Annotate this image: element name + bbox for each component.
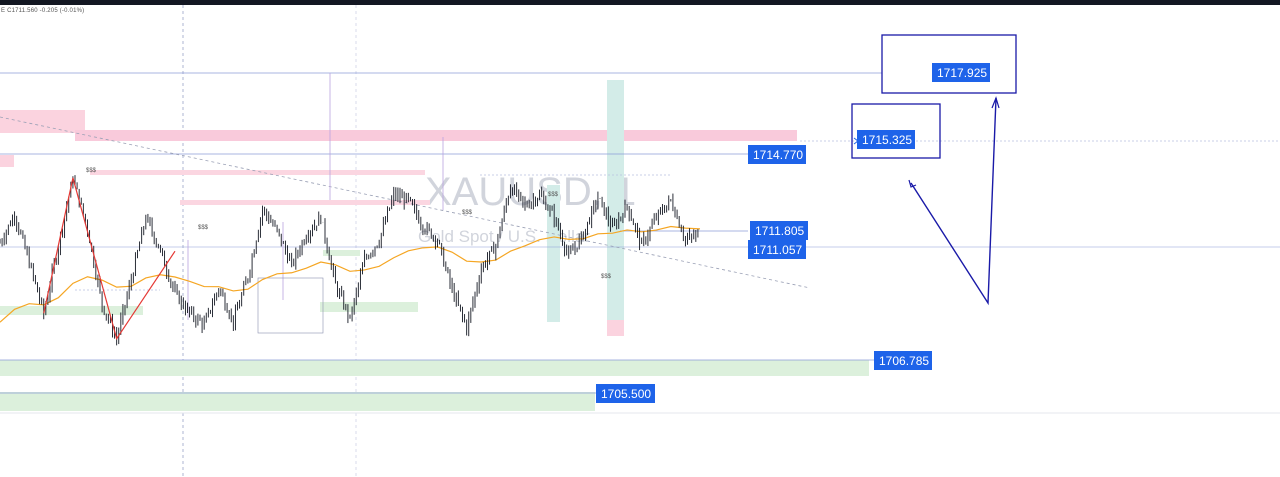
candles [0, 175, 699, 346]
supply-zone [607, 320, 624, 336]
supply-zone [90, 170, 425, 175]
svg-text:1717.925: 1717.925 [937, 66, 987, 80]
svg-text:1714.770: 1714.770 [753, 148, 803, 162]
watermark-symbol: XAUUSD, 1 [425, 170, 636, 214]
demand-zone [0, 392, 595, 411]
liquidity-mark: $$$ [601, 274, 612, 280]
pointer-icon [853, 137, 859, 145]
svg-text:1715.325: 1715.325 [862, 133, 912, 147]
price-tag-1714[interactable]: 1714.770 [748, 145, 806, 164]
supply-zone [75, 130, 797, 141]
price-tag-1711-805[interactable]: 1711.805 [750, 221, 808, 240]
price-tag-1711-057[interactable]: 1711.057 [748, 240, 806, 259]
demand-zone [323, 250, 360, 256]
svg-text:1711.057: 1711.057 [753, 243, 802, 257]
zigzag [43, 177, 176, 341]
liquidity-mark: $$$ [548, 192, 559, 198]
liquidity-mark: $$$ [86, 168, 97, 174]
target-box [851, 103, 941, 159]
svg-text:1711.805: 1711.805 [755, 224, 804, 238]
demand-zone [0, 360, 869, 376]
top-toolbar [0, 0, 1280, 5]
target-box [881, 34, 1017, 94]
liquidity-mark: $$$ [462, 210, 473, 216]
supply-zone [0, 110, 85, 133]
price-tag-1717[interactable]: 1717.925 [932, 63, 990, 82]
svg-text:1706.785: 1706.785 [879, 354, 929, 368]
zigzag-path [43, 177, 176, 341]
supply-zone [180, 200, 430, 205]
demand-zone [320, 302, 418, 312]
ohlc-readout: E C1711.560 -0.205 (-0.01%) [1, 8, 85, 14]
session-highlight [547, 185, 560, 322]
demand-zone [0, 306, 143, 315]
price-tag-1715[interactable]: 1715.325 [857, 130, 915, 149]
supply-zone [0, 155, 14, 167]
price-tag-1706[interactable]: 1706.785 [874, 351, 932, 370]
svg-text:1705.500: 1705.500 [601, 387, 651, 401]
projection-path [908, 96, 1000, 306]
range-box [257, 277, 324, 334]
session-highlight [607, 80, 624, 320]
liquidity-mark: $$$ [198, 225, 209, 231]
price-tag-1705[interactable]: 1705.500 [596, 384, 655, 403]
